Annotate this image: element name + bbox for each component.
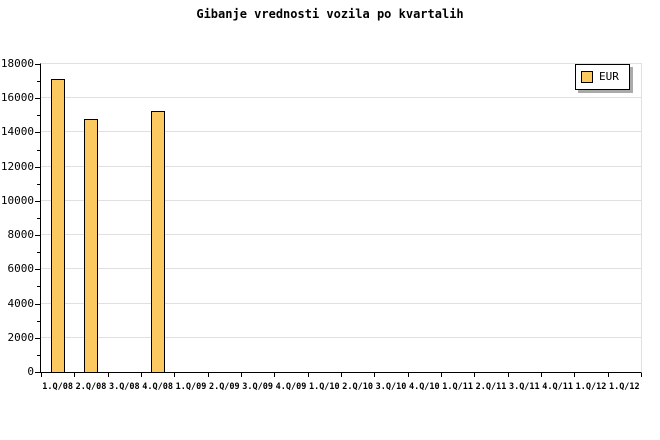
y-axis-label: 8000 <box>7 228 35 241</box>
y-tick <box>35 132 40 133</box>
gridline <box>41 337 641 338</box>
y-tick <box>37 81 40 82</box>
y-axis-label: 16000 <box>0 91 34 104</box>
x-tick <box>641 373 642 377</box>
gridline <box>41 97 641 98</box>
y-tick <box>35 98 40 99</box>
bar <box>84 119 98 372</box>
x-tick <box>474 373 475 377</box>
x-tick <box>508 373 509 377</box>
x-tick <box>274 373 275 377</box>
y-axis-label: 2000 <box>7 331 35 344</box>
x-axis-label: 1.Q/12 <box>575 382 607 392</box>
x-axis-label: 3.Q/10 <box>375 382 407 392</box>
x-tick <box>208 373 209 377</box>
y-tick <box>37 184 40 185</box>
x-axis-label: 1.Q/12 <box>608 382 640 392</box>
y-tick <box>35 235 40 236</box>
x-tick <box>541 373 542 377</box>
plot-area <box>40 63 642 373</box>
x-tick <box>341 373 342 377</box>
y-axis-label: 0 <box>27 365 34 378</box>
chart-title: Gibanje vrednosti vozila po kvartalih <box>196 7 464 21</box>
x-tick <box>141 373 142 377</box>
legend: EUR <box>575 64 630 90</box>
x-axis-label: 4.Q/11 <box>542 382 574 392</box>
y-axis-label: 10000 <box>0 194 34 207</box>
x-tick <box>308 373 309 377</box>
x-axis-label: 1.Q/10 <box>308 382 340 392</box>
x-axis-label: 2.Q/08 <box>75 382 107 392</box>
x-axis-label: 3.Q/11 <box>508 382 540 392</box>
y-axis-label: 4000 <box>7 297 35 310</box>
y-tick <box>35 201 40 202</box>
x-axis-label: 4.Q/09 <box>275 382 307 392</box>
y-tick <box>35 372 40 373</box>
y-tick <box>35 64 40 65</box>
y-tick <box>37 355 40 356</box>
x-tick <box>174 373 175 377</box>
y-tick <box>35 167 40 168</box>
y-axis-label: 18000 <box>0 57 34 70</box>
x-axis-label: 4.Q/08 <box>142 382 174 392</box>
y-tick <box>37 150 40 151</box>
gridline <box>41 234 641 235</box>
gridline <box>41 303 641 304</box>
x-tick <box>41 373 42 377</box>
x-tick <box>408 373 409 377</box>
gridline <box>41 200 641 201</box>
legend-label: EUR <box>599 70 619 83</box>
x-axis-label: 3.Q/09 <box>242 382 274 392</box>
bar <box>151 111 165 372</box>
x-axis-label: 1.Q/11 <box>442 382 474 392</box>
x-axis-label: 4.Q/10 <box>408 382 440 392</box>
y-tick <box>35 338 40 339</box>
x-axis-label: 2.Q/11 <box>475 382 507 392</box>
x-tick <box>574 373 575 377</box>
gridline <box>41 166 641 167</box>
legend-swatch-icon <box>581 71 593 83</box>
x-tick <box>608 373 609 377</box>
y-tick <box>37 115 40 116</box>
gridline <box>41 131 641 132</box>
x-axis-label: 2.Q/10 <box>342 382 374 392</box>
x-tick <box>74 373 75 377</box>
y-tick <box>37 321 40 322</box>
x-tick <box>441 373 442 377</box>
y-axis-label: 14000 <box>0 125 34 138</box>
y-axis-label: 12000 <box>0 160 34 173</box>
y-tick <box>35 304 40 305</box>
y-axis-label: 6000 <box>7 262 35 275</box>
y-tick <box>37 218 40 219</box>
x-axis-label: 3.Q/08 <box>108 382 140 392</box>
y-tick <box>37 252 40 253</box>
x-axis-label: 1.Q/09 <box>175 382 207 392</box>
x-tick <box>374 373 375 377</box>
y-tick <box>35 269 40 270</box>
x-axis-label: 1.Q/08 <box>42 382 74 392</box>
x-tick <box>241 373 242 377</box>
y-tick <box>37 286 40 287</box>
bar <box>51 79 65 372</box>
gridline <box>41 268 641 269</box>
x-tick <box>108 373 109 377</box>
x-axis-label: 2.Q/09 <box>208 382 240 392</box>
